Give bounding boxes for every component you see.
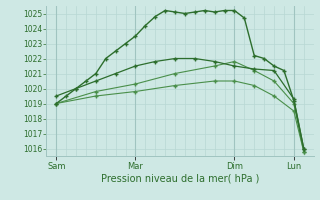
X-axis label: Pression niveau de la mer( hPa ): Pression niveau de la mer( hPa )	[101, 173, 259, 183]
